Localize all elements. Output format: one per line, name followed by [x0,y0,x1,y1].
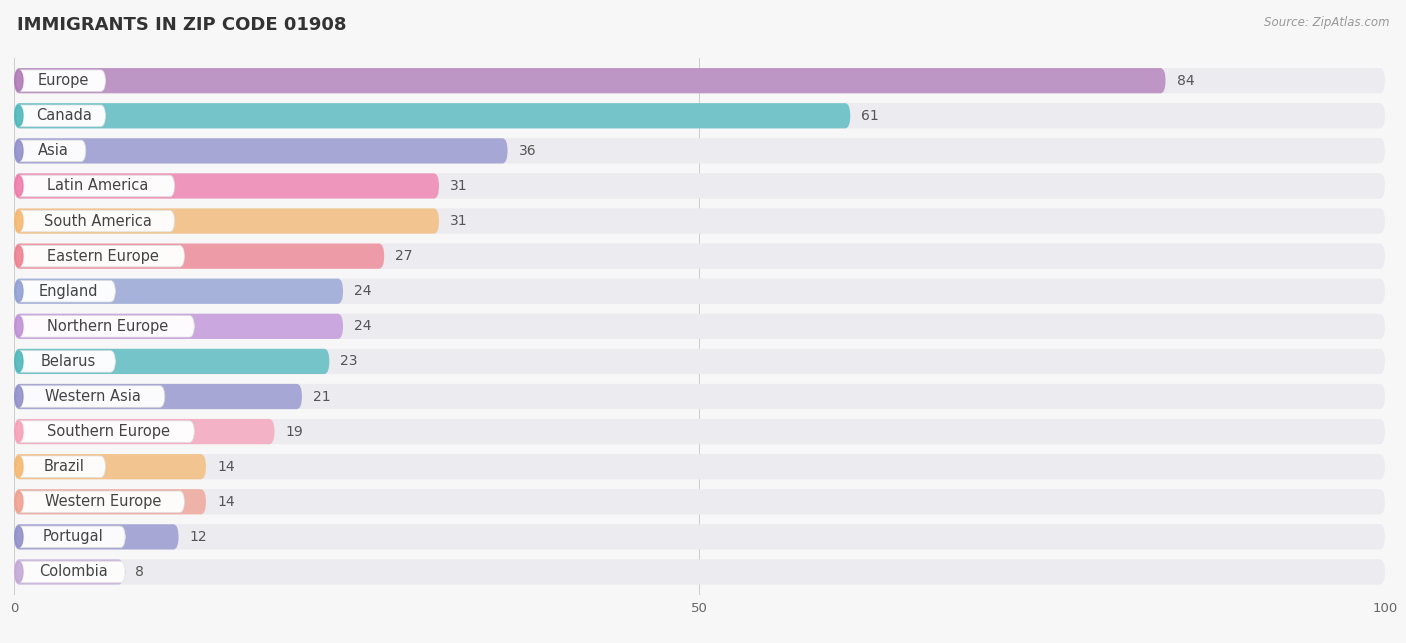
FancyBboxPatch shape [14,489,207,514]
FancyBboxPatch shape [14,103,1385,129]
Text: 24: 24 [354,320,371,333]
Text: 31: 31 [450,214,468,228]
Text: 14: 14 [217,460,235,474]
FancyBboxPatch shape [15,561,125,583]
FancyBboxPatch shape [14,419,274,444]
Text: 61: 61 [862,109,879,123]
FancyBboxPatch shape [14,138,1385,163]
Circle shape [15,351,22,372]
FancyBboxPatch shape [14,489,1385,514]
FancyBboxPatch shape [14,278,1385,304]
FancyBboxPatch shape [15,175,174,197]
Circle shape [15,105,22,126]
Circle shape [15,316,22,337]
Text: 12: 12 [190,530,207,544]
FancyBboxPatch shape [14,524,1385,550]
FancyBboxPatch shape [15,210,174,231]
Text: 14: 14 [217,494,235,509]
FancyBboxPatch shape [14,208,1385,233]
Circle shape [15,457,22,477]
FancyBboxPatch shape [15,70,105,91]
Text: Source: ZipAtlas.com: Source: ZipAtlas.com [1264,16,1389,29]
Text: Brazil: Brazil [44,459,84,474]
Circle shape [15,527,22,547]
FancyBboxPatch shape [14,174,1385,199]
Text: 84: 84 [1177,74,1194,87]
Text: Western Asia: Western Asia [45,389,141,404]
Text: Asia: Asia [38,143,69,158]
FancyBboxPatch shape [14,384,302,409]
FancyBboxPatch shape [15,140,86,161]
FancyBboxPatch shape [14,524,179,550]
Text: 19: 19 [285,424,304,439]
FancyBboxPatch shape [15,386,165,407]
Text: Portugal: Portugal [44,529,104,545]
FancyBboxPatch shape [15,421,194,442]
FancyBboxPatch shape [15,280,115,302]
FancyBboxPatch shape [14,454,207,479]
Text: Latin America: Latin America [48,179,149,194]
Text: 27: 27 [395,249,412,263]
FancyBboxPatch shape [14,103,851,129]
FancyBboxPatch shape [14,349,1385,374]
Circle shape [15,70,22,91]
FancyBboxPatch shape [14,208,439,233]
Text: Belarus: Belarus [41,354,96,369]
FancyBboxPatch shape [14,559,124,584]
FancyBboxPatch shape [14,454,1385,479]
Circle shape [15,386,22,407]
Text: Canada: Canada [35,108,91,123]
Text: Europe: Europe [38,73,90,88]
FancyBboxPatch shape [14,314,1385,339]
Text: 21: 21 [314,390,330,404]
FancyBboxPatch shape [14,68,1385,93]
Text: 36: 36 [519,144,536,158]
FancyBboxPatch shape [14,559,1385,584]
Text: Northern Europe: Northern Europe [48,319,169,334]
FancyBboxPatch shape [14,419,1385,444]
Text: South America: South America [44,213,152,228]
FancyBboxPatch shape [15,491,184,512]
FancyBboxPatch shape [14,278,343,304]
FancyBboxPatch shape [15,456,105,478]
Circle shape [15,211,22,231]
FancyBboxPatch shape [14,138,508,163]
Text: Western Europe: Western Europe [45,494,162,509]
FancyBboxPatch shape [14,244,1385,269]
FancyBboxPatch shape [15,316,194,337]
Text: 31: 31 [450,179,468,193]
FancyBboxPatch shape [14,68,1166,93]
Circle shape [15,561,22,583]
Text: Eastern Europe: Eastern Europe [48,249,159,264]
Circle shape [15,141,22,161]
Text: 24: 24 [354,284,371,298]
Text: IMMIGRANTS IN ZIP CODE 01908: IMMIGRANTS IN ZIP CODE 01908 [17,16,346,34]
FancyBboxPatch shape [15,105,105,127]
FancyBboxPatch shape [14,244,384,269]
Text: England: England [39,284,98,299]
FancyBboxPatch shape [15,246,184,267]
Circle shape [15,421,22,442]
FancyBboxPatch shape [14,314,343,339]
Text: Southern Europe: Southern Europe [46,424,170,439]
Circle shape [15,246,22,266]
FancyBboxPatch shape [14,349,329,374]
Circle shape [15,281,22,302]
FancyBboxPatch shape [15,526,125,548]
Circle shape [15,176,22,196]
Text: 8: 8 [135,565,143,579]
FancyBboxPatch shape [14,384,1385,409]
FancyBboxPatch shape [14,174,439,199]
Circle shape [15,491,22,512]
FancyBboxPatch shape [15,350,115,372]
Text: Colombia: Colombia [39,565,108,579]
Text: 23: 23 [340,354,357,368]
